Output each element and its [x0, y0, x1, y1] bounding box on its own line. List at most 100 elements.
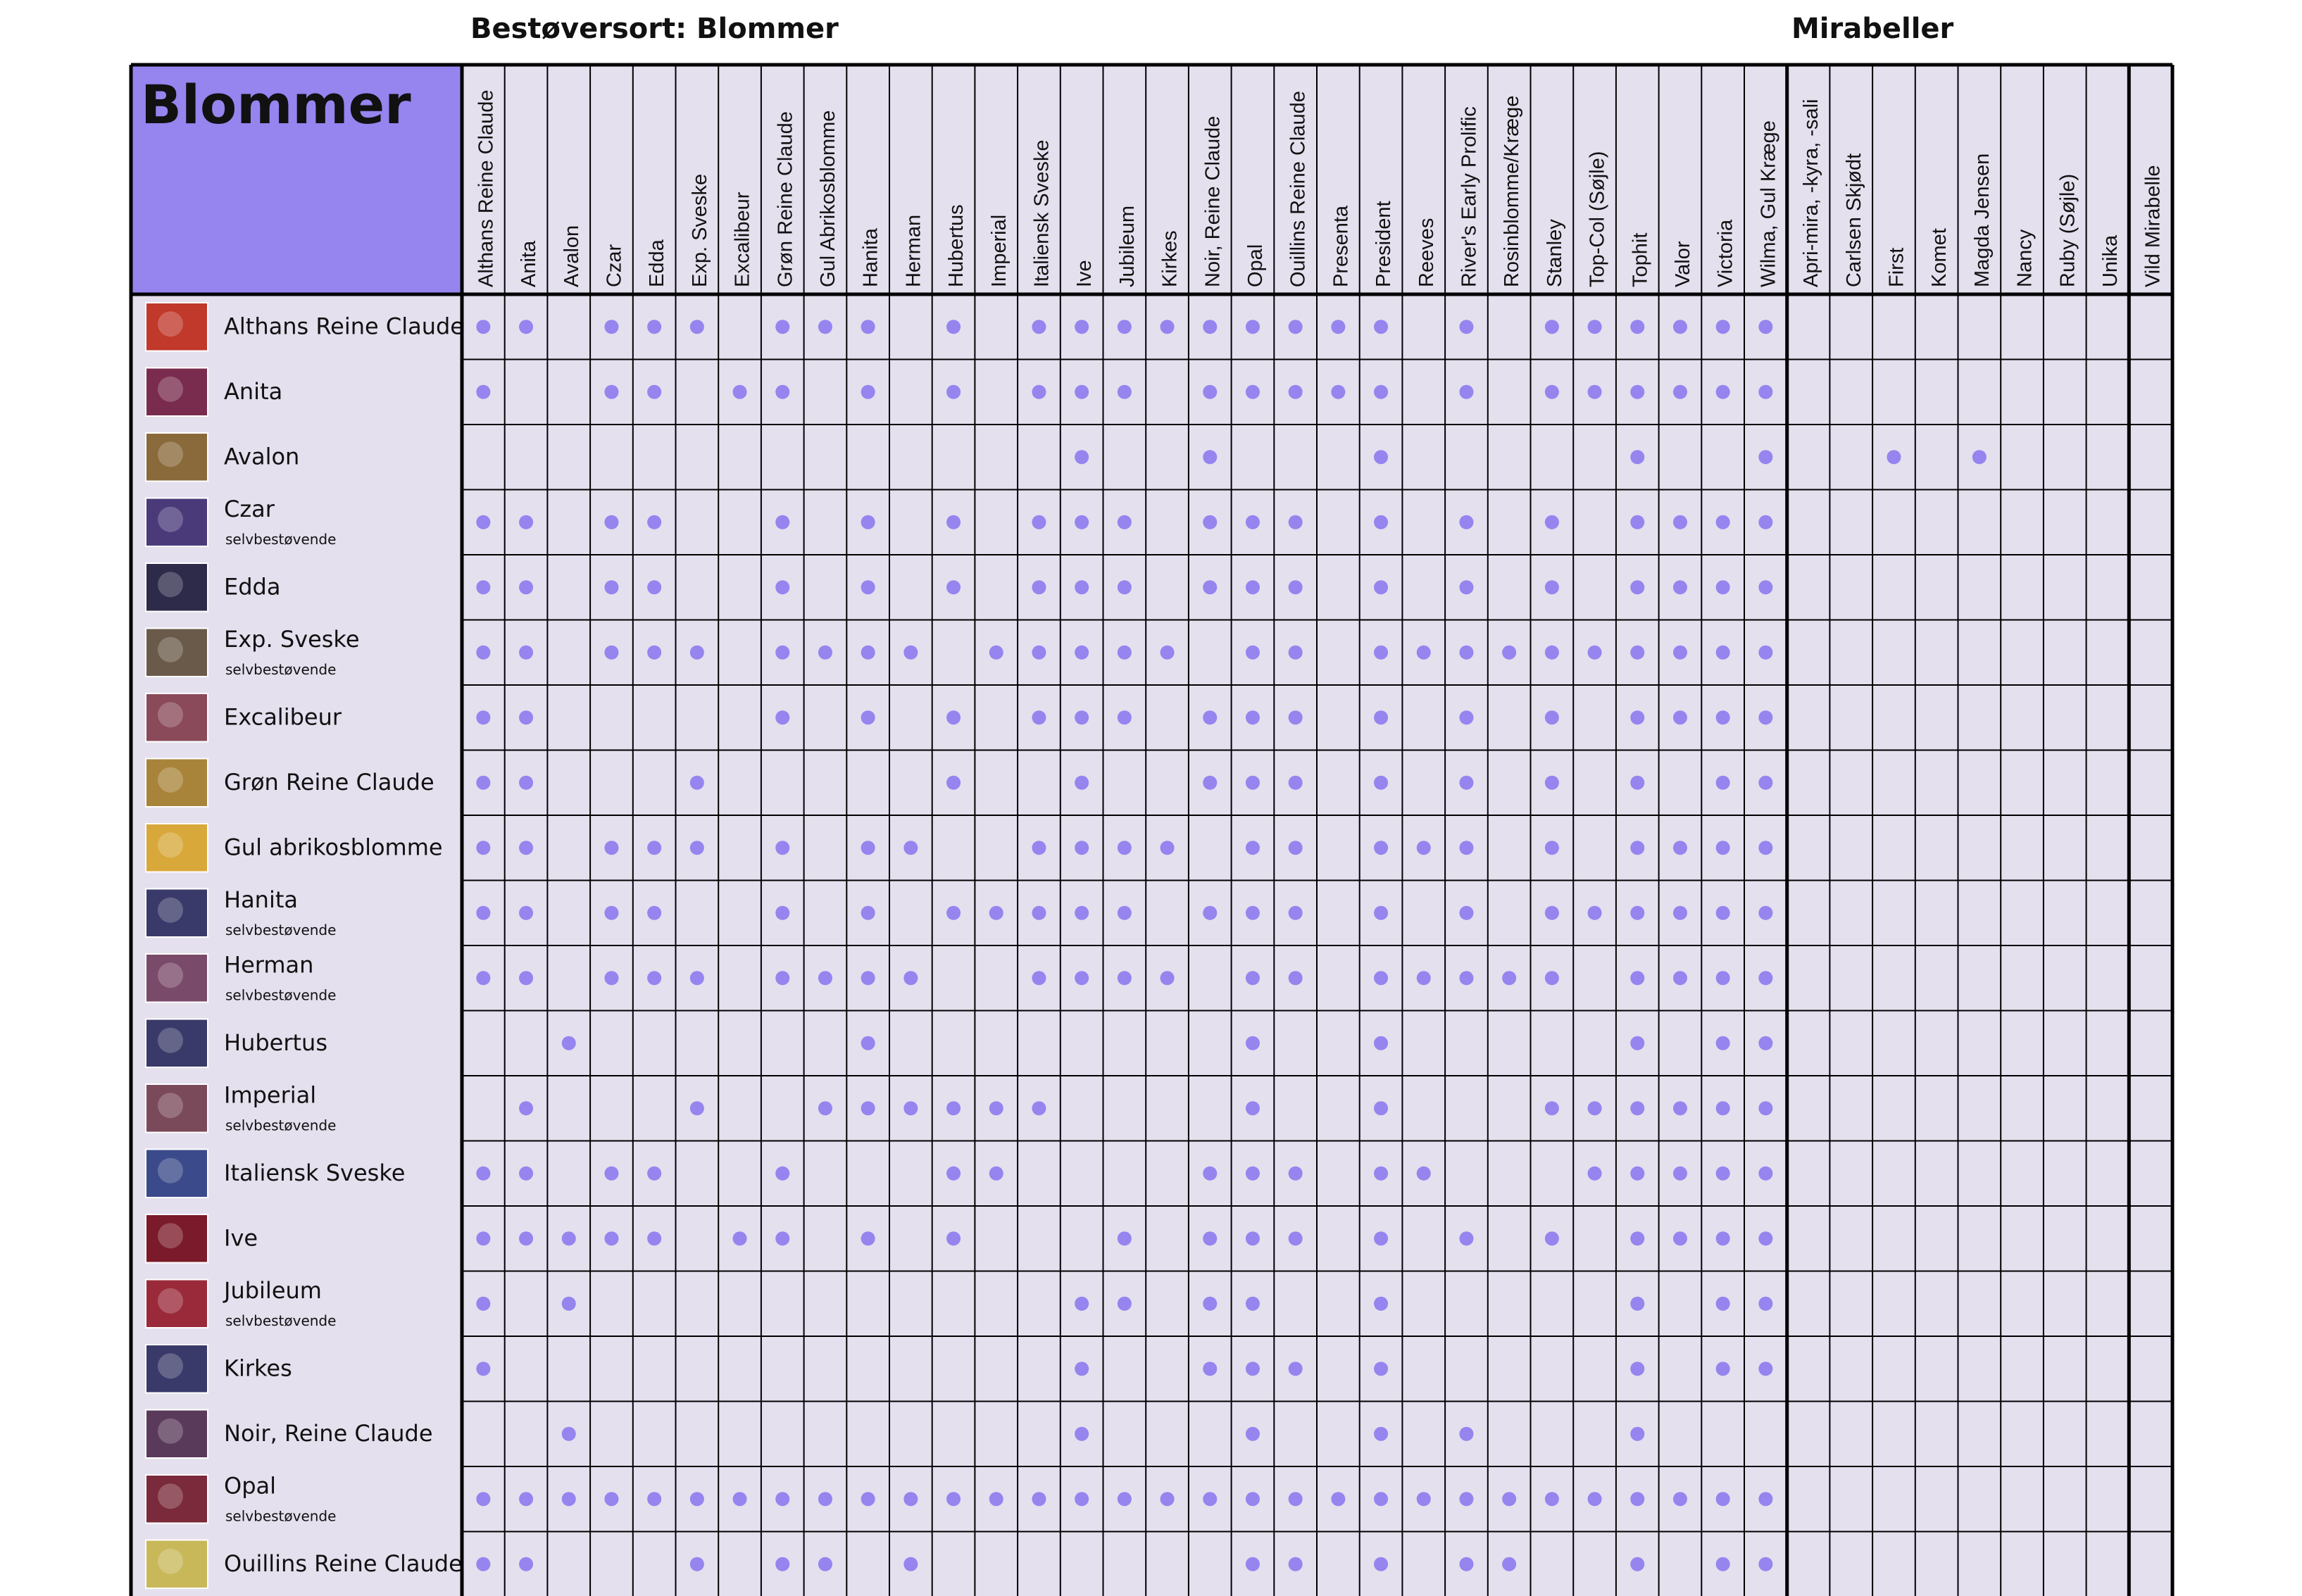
compatibility-dot [476, 1362, 491, 1376]
column-header: Althans Reine Claude [475, 89, 497, 287]
compatibility-dot [1245, 384, 1260, 399]
column-header: Czar [603, 244, 625, 287]
column-header: President [1372, 201, 1395, 287]
variety-name: Althans Reine Claude [224, 313, 464, 339]
compatibility-dot [1416, 971, 1431, 986]
variety-name: Hubertus [224, 1029, 327, 1056]
compatibility-dot [1203, 515, 1218, 529]
compatibility-dot [1758, 1296, 1773, 1311]
compatibility-dot [1459, 971, 1474, 986]
compatibility-dot [604, 580, 619, 595]
fruit-highlight [158, 1223, 183, 1249]
compatibility-dot [1715, 775, 1730, 790]
fruit-highlight [158, 702, 183, 728]
compatibility-dot [1758, 775, 1773, 790]
compatibility-dot [689, 645, 704, 660]
compatibility-dot [946, 1492, 961, 1507]
compatibility-dot [1630, 1362, 1645, 1376]
compatibility-dot [1245, 1166, 1260, 1181]
compatibility-dot [946, 775, 961, 790]
compatibility-dot [946, 580, 961, 595]
compatibility-dot [1288, 905, 1303, 920]
compatibility-dot [1459, 1557, 1474, 1571]
compatibility-dot [647, 971, 662, 986]
compatibility-dot [1374, 384, 1389, 399]
column-header: Ruby (Søjle) [2056, 174, 2079, 287]
compatibility-dot [689, 320, 704, 334]
compatibility-dot [1544, 841, 1559, 855]
compatibility-dot [1630, 450, 1645, 465]
compatibility-dot [1203, 1362, 1218, 1376]
self-fertile-note: selvbestøvende [225, 986, 336, 1003]
variety-name: Ouillins Reine Claude [224, 1550, 463, 1577]
compatibility-dot [1075, 320, 1089, 334]
compatibility-dot [1203, 384, 1218, 399]
self-fertile-note: selvbestøvende [225, 1117, 336, 1133]
compatibility-dot [519, 841, 534, 855]
compatibility-dot [775, 320, 790, 334]
compatibility-dot [1203, 775, 1218, 790]
compatibility-dot [1245, 1101, 1260, 1116]
column-header: Opal [1244, 244, 1267, 287]
compatibility-dot [1544, 1101, 1559, 1116]
compatibility-dot [1630, 1036, 1645, 1050]
fruit-photo-fill [146, 368, 207, 415]
fruit-photo-fill [146, 694, 207, 741]
fruit-highlight [158, 767, 183, 793]
compatibility-dot [1416, 645, 1431, 660]
compatibility-dot [861, 1036, 875, 1050]
compatibility-dot [1502, 971, 1517, 986]
compatibility-dot [775, 710, 790, 725]
compatibility-dot [1032, 905, 1046, 920]
compatibility-dot [1416, 1166, 1431, 1181]
fruit-photo-fill [146, 1150, 207, 1197]
compatibility-dot [1758, 645, 1773, 660]
compatibility-dot [989, 1492, 1003, 1507]
compatibility-dot [1544, 580, 1559, 595]
compatibility-dot [1630, 905, 1645, 920]
compatibility-dot [561, 1231, 576, 1246]
compatibility-dot [1630, 1101, 1645, 1116]
compatibility-dot [1502, 1557, 1517, 1571]
compatibility-dot [476, 1492, 491, 1507]
column-header: Hanita [860, 227, 882, 287]
fruit-photo-fill [146, 1476, 207, 1523]
compatibility-dot [1758, 710, 1773, 725]
compatibility-dot [1374, 1362, 1389, 1376]
compatibility-dot [1630, 710, 1645, 725]
fruit-photo-fill [146, 1215, 207, 1262]
compatibility-dot [689, 1492, 704, 1507]
variety-row: Ive [145, 1214, 1773, 1264]
compatibility-dot [1502, 1492, 1517, 1507]
compatibility-dot [1416, 1492, 1431, 1507]
variety-row: Czar selvbestøvende [145, 496, 1773, 548]
compatibility-dot [1288, 1166, 1303, 1181]
compatibility-dot [775, 1492, 790, 1507]
compatibility-dot [775, 905, 790, 920]
compatibility-dot [1288, 1362, 1303, 1376]
variety-name: Czar [224, 496, 275, 522]
variety-name: Opal [224, 1472, 276, 1499]
compatibility-dot [1544, 320, 1559, 334]
variety-name: Avalon [224, 443, 299, 470]
compatibility-dot [1544, 971, 1559, 986]
compatibility-dot [1117, 1296, 1132, 1311]
compatibility-dot [1672, 384, 1687, 399]
compatibility-dot [1630, 1231, 1645, 1246]
column-header: Vild Mirabelle [2142, 165, 2165, 287]
compatibility-dot [1672, 971, 1687, 986]
compatibility-dot [1331, 1492, 1346, 1507]
compatibility-dot [903, 1101, 918, 1116]
fruit-highlight [158, 1483, 183, 1509]
compatibility-dot [1630, 841, 1645, 855]
compatibility-dot [1587, 1101, 1602, 1116]
compatibility-dot [1715, 1362, 1730, 1376]
column-header: Tophit [1629, 233, 1651, 287]
compatibility-dot [1374, 1101, 1389, 1116]
table-background [131, 65, 2172, 1596]
compatibility-dot [775, 1166, 790, 1181]
column-header: Presenta [1330, 205, 1352, 287]
compatibility-dot [861, 1492, 875, 1507]
compatibility-dot [1245, 1231, 1260, 1246]
column-header: Noir, Reine Claude [1201, 116, 1224, 287]
